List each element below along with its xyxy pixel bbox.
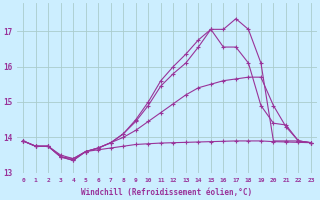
- X-axis label: Windchill (Refroidissement éolien,°C): Windchill (Refroidissement éolien,°C): [82, 188, 252, 197]
